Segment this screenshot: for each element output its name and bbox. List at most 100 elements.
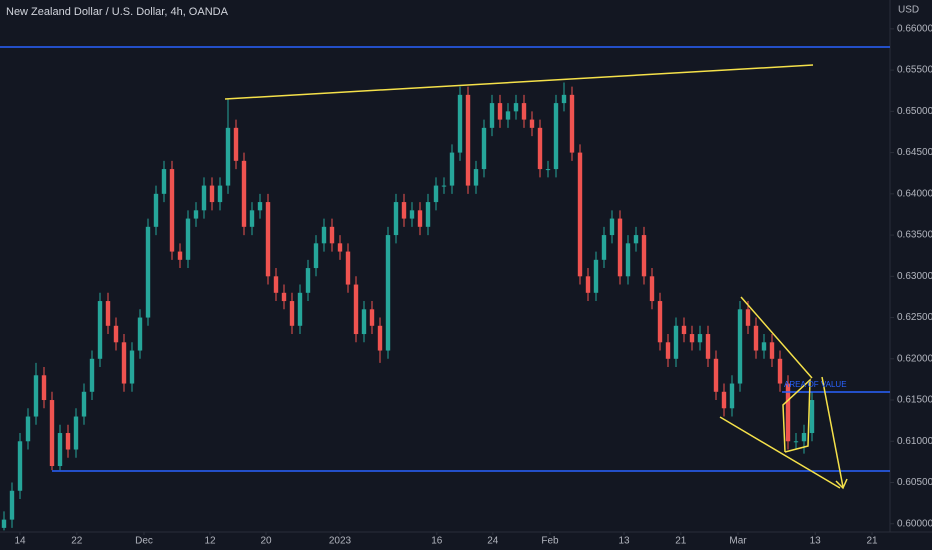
candle-body (705, 334, 711, 359)
candle-body (769, 342, 775, 359)
chart-title: New Zealand Dollar / U.S. Dollar, 4h, OA… (6, 6, 229, 18)
candle-body (801, 433, 807, 442)
currency-label: USD (898, 5, 919, 16)
x-tick-label: 21 (866, 536, 878, 547)
x-tick-label: 14 (14, 536, 26, 547)
x-tick-label: 13 (810, 536, 822, 547)
candle-body (545, 169, 551, 171)
candle-body (161, 169, 167, 194)
candle-body (401, 202, 407, 219)
drawings (0, 46, 890, 490)
candle-body (497, 103, 503, 120)
candle-body (217, 185, 223, 203)
candle-body (425, 202, 431, 227)
candle-body (321, 226, 327, 244)
candle-body (473, 169, 479, 186)
candle-body (385, 235, 391, 351)
candle-body (305, 268, 311, 293)
wedge-lower (719, 416, 841, 489)
candle-body (329, 226, 335, 244)
y-tick-label: 0.60500 (897, 477, 932, 488)
candle-body (657, 301, 663, 343)
candle-body (97, 301, 103, 359)
candle-body (57, 433, 63, 467)
y-tick-label: 0.64500 (897, 147, 932, 158)
candle-body (465, 94, 471, 186)
candle-body (281, 292, 287, 302)
candle-body (353, 284, 359, 335)
y-tick-label: 0.66000 (897, 24, 932, 35)
candle-body (457, 94, 463, 153)
candle-body (313, 243, 319, 269)
candle-body (409, 210, 415, 219)
y-tick-label: 0.65000 (897, 106, 932, 117)
candle-body (249, 210, 255, 227)
candle-body (9, 490, 15, 520)
candle-body (537, 127, 543, 170)
candle-body (665, 342, 671, 359)
candle-body (737, 309, 743, 384)
candle-body (241, 160, 247, 227)
candle-body (193, 210, 199, 219)
candle-body (441, 185, 447, 187)
candle-body (257, 202, 263, 211)
candle-body (713, 358, 719, 392)
x-tick-label: 20 (260, 536, 272, 547)
candle-body (625, 243, 631, 277)
candle-body (633, 235, 639, 244)
candle-body (25, 416, 31, 442)
candle-body (377, 325, 383, 351)
candle-body (577, 152, 583, 277)
candle-body (361, 309, 367, 335)
candle-body (761, 342, 767, 351)
candle-body (561, 94, 567, 104)
trend-line (224, 64, 814, 100)
y-tick-label: 0.63500 (897, 230, 932, 241)
candle-body (417, 210, 423, 227)
y-tick-label: 0.62000 (897, 353, 932, 364)
candle-body (617, 218, 623, 277)
candle-body (777, 358, 783, 384)
candle-body (225, 127, 231, 186)
x-tick-label: 16 (431, 536, 443, 547)
candle-body (169, 169, 175, 252)
annotation: AREA OF VALUE (784, 380, 847, 389)
candle-body (105, 301, 111, 326)
candle-body (177, 251, 183, 260)
candle-body (529, 119, 535, 128)
candle-body (753, 325, 759, 351)
candle-body (345, 251, 351, 285)
candle-body (809, 400, 815, 434)
x-tick-label: Feb (541, 536, 559, 547)
x-tick-label: 22 (71, 536, 83, 547)
candle-body (65, 433, 71, 450)
arrow-shaft (821, 376, 844, 488)
candle-body (681, 325, 687, 335)
candle-body (553, 103, 559, 170)
x-tick-label: Mar (729, 536, 747, 547)
candle-body (297, 292, 303, 326)
candle-body (145, 226, 151, 318)
candle-body (369, 309, 375, 326)
y-tick-label: 0.61000 (897, 436, 932, 447)
candle-body (593, 259, 599, 293)
candle-body (137, 317, 143, 351)
candle-body (393, 202, 399, 236)
candle-body (289, 301, 295, 326)
y-tick-label: 0.61500 (897, 395, 932, 406)
candle-body (745, 309, 751, 326)
candle-body (41, 375, 47, 401)
candle-body (185, 218, 191, 260)
candle-body (641, 235, 647, 277)
candle-body (201, 185, 207, 211)
candle-body (697, 334, 703, 343)
candle-body (233, 127, 239, 161)
candle-body (449, 152, 455, 186)
candle-body (513, 103, 519, 112)
candle-body (609, 218, 615, 236)
candle-body (121, 342, 127, 384)
candle-body (785, 383, 791, 442)
pennant (782, 378, 811, 453)
